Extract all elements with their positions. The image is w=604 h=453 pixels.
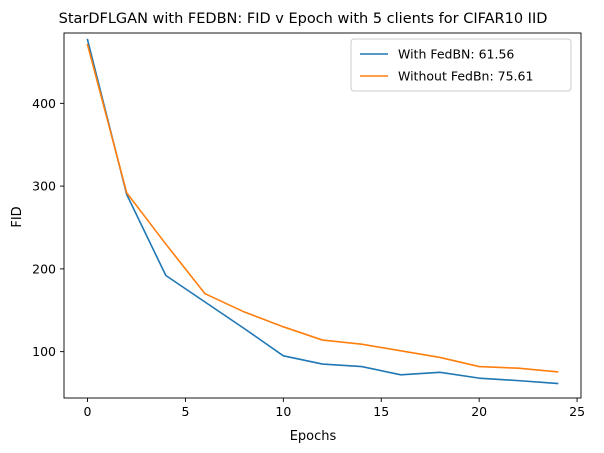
y-tick-label: 100 — [32, 344, 56, 359]
series-line-2 — [86, 43, 559, 373]
x-tick-label: 25 — [569, 404, 585, 419]
x-tick-label: 5 — [181, 404, 189, 419]
chart-title: StarDFLGAN with FEDBN: FID v Epoch with … — [59, 11, 548, 27]
series-line-1 — [86, 38, 559, 385]
y-axis-label: FID — [10, 206, 25, 227]
plot-area: 0 5 10 15 20 25 100 200 300 400 — [32, 32, 585, 419]
x-tick-label: 15 — [373, 404, 389, 419]
legend-box — [350, 38, 572, 92]
y-tick-label: 400 — [32, 96, 56, 111]
axes-frame — [63, 32, 582, 399]
y-tick-label: 200 — [32, 261, 56, 276]
x-tick-label: 10 — [275, 404, 291, 419]
x-tick-label: 20 — [471, 404, 487, 419]
legend-label-2: Without FedBn: 75.61 — [398, 69, 533, 84]
y-tick-label: 300 — [32, 179, 56, 194]
legend: With FedBN: 61.56 Without FedBn: 75.61 — [350, 38, 572, 92]
x-axis-label: Epochs — [290, 429, 337, 444]
x-tick-label: 0 — [84, 404, 92, 419]
legend-label-1: With FedBN: 61.56 — [398, 47, 514, 62]
